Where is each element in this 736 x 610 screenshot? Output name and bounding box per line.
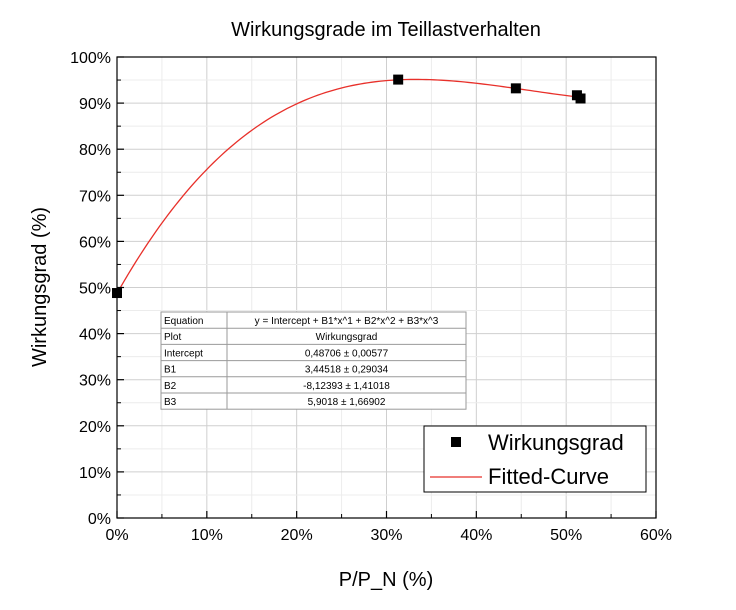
fit-table: Equation y = Intercept + B1*x^1 + B2*x^2 … [160,311,467,410]
y-tick-label: 70% [79,188,111,205]
x-tick-label: 20% [281,527,313,544]
axis-ticks: 0% 10% 20% 30% 40% 50% 60% 0% 10% 20% 30% 40% 50% 60%… [70,50,672,544]
y-tick-label: 60% [79,234,111,251]
x-tick-label: 50% [550,527,582,544]
fit-table-key: Equation [164,316,203,327]
fit-table-key: Plot [164,332,181,343]
data-point [393,74,404,85]
y-tick-label: 10% [79,465,111,482]
x-axis-title: P/P_N (%) [339,569,433,591]
legend: Wirkungsgrad Fitted-Curve [423,425,647,493]
y-tick-label: 100% [70,50,111,67]
y-tick-label: 30% [79,373,111,390]
x-tick-label: 40% [460,527,492,544]
fitted-curve-line [116,78,581,294]
y-tick-label: 40% [79,327,111,344]
y-tick-label: 90% [79,96,111,113]
y-tick-label: 50% [79,281,111,298]
fit-table-value: 3,44518 ± 0,29034 [305,365,389,376]
chart-title: Wirkungsgrade im Teillastverhalten [231,19,541,41]
y-tick-label: 0% [88,511,111,528]
fit-table-value: 5,9018 ± 1,66902 [308,397,386,408]
data-point [510,83,521,94]
fitted-curve-layer [116,78,581,294]
legend-marker-square [451,437,461,447]
legend-label: Wirkungsgrad [488,430,624,455]
x-tick-label: 0% [105,527,128,544]
fit-table-value: -8,12393 ± 1,41018 [303,381,390,392]
fit-table-key: B3 [164,397,177,408]
fit-table-key: B1 [164,365,177,376]
fit-table-key: Intercept [164,348,203,359]
x-tick-label: 30% [370,527,402,544]
data-point [575,93,586,104]
legend-label: Fitted-Curve [488,464,609,489]
fit-table-value: 0,48706 ± 0,00577 [305,348,389,359]
y-axis-title: Wirkungsgrad (%) [29,207,51,367]
fit-table-value: y = Intercept + B1*x^1 + B2*x^2 + B3*x^3 [255,316,439,327]
y-tick-label: 20% [79,419,111,436]
fit-table-key: B2 [164,381,177,392]
y-tick-label: 80% [79,142,111,159]
x-tick-label: 60% [640,527,672,544]
fit-table-value: Wirkungsgrad [316,332,378,343]
x-tick-label: 10% [191,527,223,544]
